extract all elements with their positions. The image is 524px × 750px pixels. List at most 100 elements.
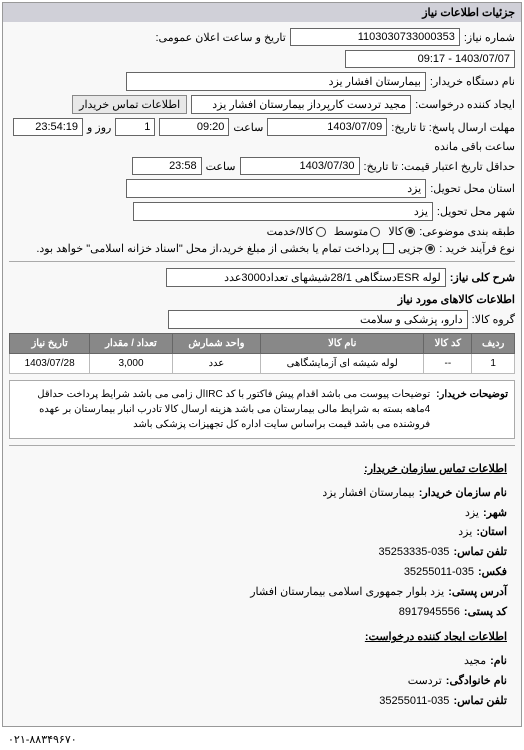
province-label: استان محل تحویل: <box>430 182 515 195</box>
footer-phone: ۰۲۱-۸۸۳۴۹۶۷۰ <box>0 729 524 750</box>
th-4: تعداد / مقدار <box>90 334 172 354</box>
group-label: گروه کالا: <box>472 313 515 326</box>
row-subject: شرح کلی نیاز: لوله ESRدستگاهی 28/1شیشهای… <box>9 268 515 287</box>
subject-label: شرح کلی نیاز: <box>450 271 515 284</box>
radio-service[interactable]: کالا/خدمت <box>267 225 326 238</box>
kv-province: استان: یزد <box>17 523 507 543</box>
org-name-k: نام سازمان خریدار: <box>419 484 507 504</box>
goods-title: اطلاعات کالاهای مورد نیاز <box>9 293 515 306</box>
c-city-k: شهر: <box>483 504 507 524</box>
kv-address: آدرس پستی:یزد بلوار جمهوری اسلامی بیمارس… <box>17 583 507 603</box>
buyer-desc-box: توضیحات خریدار: توضیحات پیوست می باشد اق… <box>9 380 515 439</box>
creator-contact-title: اطلاعات ایجاد کننده درخواست: <box>17 628 507 648</box>
c-fax-v: 35255011-035 <box>404 563 474 583</box>
category-label: طبقه بندی موضوعی: <box>419 225 515 238</box>
td-4: 3,000 <box>90 354 172 374</box>
announce-label: تاریخ و ساعت اعلان عمومی: <box>155 31 285 44</box>
buyer-desc-text: توضیحات پیوست می باشد اقدام پیش فاکتور ب… <box>16 387 430 432</box>
cc-name-v: مجید <box>464 652 486 672</box>
row-group: گروه کالا: دارو، پزشکی و سلامت <box>9 310 515 329</box>
process-label: نوع فرآیند خرید : <box>439 242 515 255</box>
announce-value: 1403/07/07 - 09:17 <box>345 50 515 68</box>
kv-postal: کد پستی:8917945556 <box>17 603 507 623</box>
th-2: نام کالا <box>261 334 424 354</box>
deadline-label: مهلت ارسال پاسخ: تا تاریخ: <box>391 121 515 134</box>
remain-label: ساعت باقی مانده <box>434 140 515 153</box>
divider-1 <box>9 261 515 262</box>
category-radios: کالا متوسط کالا/خدمت <box>267 225 416 238</box>
process-note: پرداخت تمام یا بخشی از مبلغ خرید،از محل … <box>36 242 379 255</box>
row-creator: ایجاد کننده درخواست: مجید تردست کارپرداز… <box>9 95 515 114</box>
radio-small[interactable]: جزیی <box>398 242 435 255</box>
buyer-contact-title: اطلاعات تماس سازمان خریدار: <box>17 460 507 480</box>
radio-goods-dot <box>405 227 415 237</box>
row-province: استان محل تحویل: یزد <box>9 179 515 198</box>
kv-name: نام:مجید <box>17 652 507 672</box>
row-city: شهر محل تحویل: یزد <box>9 202 515 221</box>
buyer-contact-button[interactable]: اطلاعات تماس خریدار <box>72 95 187 114</box>
remain-days-label: روز و <box>87 121 111 134</box>
validity-date: 1403/07/30 <box>240 157 360 175</box>
kv-city: شهر:یزد <box>17 504 507 524</box>
number-label: شماره نیاز: <box>464 31 515 44</box>
row-deadline: مهلت ارسال پاسخ: تا تاریخ: 1403/07/09 سا… <box>9 118 515 153</box>
radio-service-dot <box>316 227 326 237</box>
panel-body: شماره نیاز: 1103030733000353 تاریخ و ساع… <box>3 22 521 726</box>
row-validity: حداقل تاریخ اعتبار قیمت: تا تاریخ: 1403/… <box>9 157 515 175</box>
cc-phone-v: 35255011-035 <box>379 692 449 712</box>
divider-2 <box>9 445 515 446</box>
cc-family-v: تردست <box>408 672 442 692</box>
c-phone-k: تلفن تماس: <box>453 543 507 563</box>
th-5: تاریخ نیاز <box>10 334 90 354</box>
c-phone-v: 35253335-035 <box>378 543 449 563</box>
creator-value: مجید تردست کارپرداز بیمارستان افشار یزد <box>191 95 411 114</box>
treasury-checkbox[interactable] <box>383 243 394 254</box>
td-2: لوله شیشه ای آزمایشگاهی <box>261 354 424 374</box>
td-3: عدد <box>172 354 260 374</box>
buyer-device-value: بیمارستان افشار یزد <box>126 72 426 91</box>
c-province-v: یزد <box>458 523 472 543</box>
time-label-1: ساعت <box>233 121 263 134</box>
details-panel: جزئیات اطلاعات نیاز شماره نیاز: 11030307… <box>2 2 522 727</box>
cc-phone-k: تلفن تماس: <box>453 692 507 712</box>
remain-days: 1 <box>115 118 155 136</box>
kv-phone: تلفن تماس:35253335-035 <box>17 543 507 563</box>
td-1: -- <box>424 354 472 374</box>
kv-fax: فکس:35255011-035 <box>17 563 507 583</box>
city-label: شهر محل تحویل: <box>437 205 515 218</box>
th-0: ردیف <box>472 334 515 354</box>
validity-label: حداقل تاریخ اعتبار قیمت: تا تاریخ: <box>364 160 515 173</box>
radio-goods[interactable]: کالا <box>388 225 415 238</box>
panel-title: جزئیات اطلاعات نیاز <box>3 3 521 22</box>
table-header-row: ردیف کد کالا نام کالا واحد شمارش تعداد /… <box>10 334 515 354</box>
c-postal-v: 8917945556 <box>399 603 460 623</box>
contact-section: اطلاعات تماس سازمان خریدار: نام سازمان خ… <box>9 452 515 720</box>
th-1: کد کالا <box>424 334 472 354</box>
creator-label: ایجاد کننده درخواست: <box>415 98 515 111</box>
radio-small-label: جزیی <box>398 242 423 255</box>
radio-medium-label: متوسط <box>334 225 369 238</box>
radio-small-dot <box>425 244 435 254</box>
deadline-date: 1403/07/09 <box>267 118 387 136</box>
buyer-desc-label: توضیحات خریدار: <box>436 387 508 432</box>
remain-time: 23:54:19 <box>13 118 83 136</box>
radio-goods-label: کالا <box>388 225 403 238</box>
kv-cphone: تلفن تماس:35255011-035 <box>17 692 507 712</box>
radio-medium-dot <box>370 227 380 237</box>
number-value: 1103030733000353 <box>290 28 460 46</box>
org-name-v: بیمارستان افشار یزد <box>322 484 414 504</box>
time-label-2: ساعت <box>206 160 236 173</box>
deadline-time: 09:20 <box>159 118 229 136</box>
city-value: یزد <box>133 202 433 221</box>
cc-family-k: نام خانوادگی: <box>446 672 507 692</box>
buyer-device-label: نام دستگاه خریدار: <box>430 75 515 88</box>
row-category: طبقه بندی موضوعی: کالا متوسط کالا/خدمت <box>9 225 515 238</box>
c-province-k: استان: <box>476 523 507 543</box>
goods-table: ردیف کد کالا نام کالا واحد شمارش تعداد /… <box>9 333 515 374</box>
radio-medium[interactable]: متوسط <box>334 225 381 238</box>
province-value: یزد <box>126 179 426 198</box>
td-0: 1 <box>472 354 515 374</box>
row-number: شماره نیاز: 1103030733000353 تاریخ و ساع… <box>9 28 515 68</box>
cc-name-k: نام: <box>490 652 507 672</box>
validity-time: 23:58 <box>132 157 202 175</box>
